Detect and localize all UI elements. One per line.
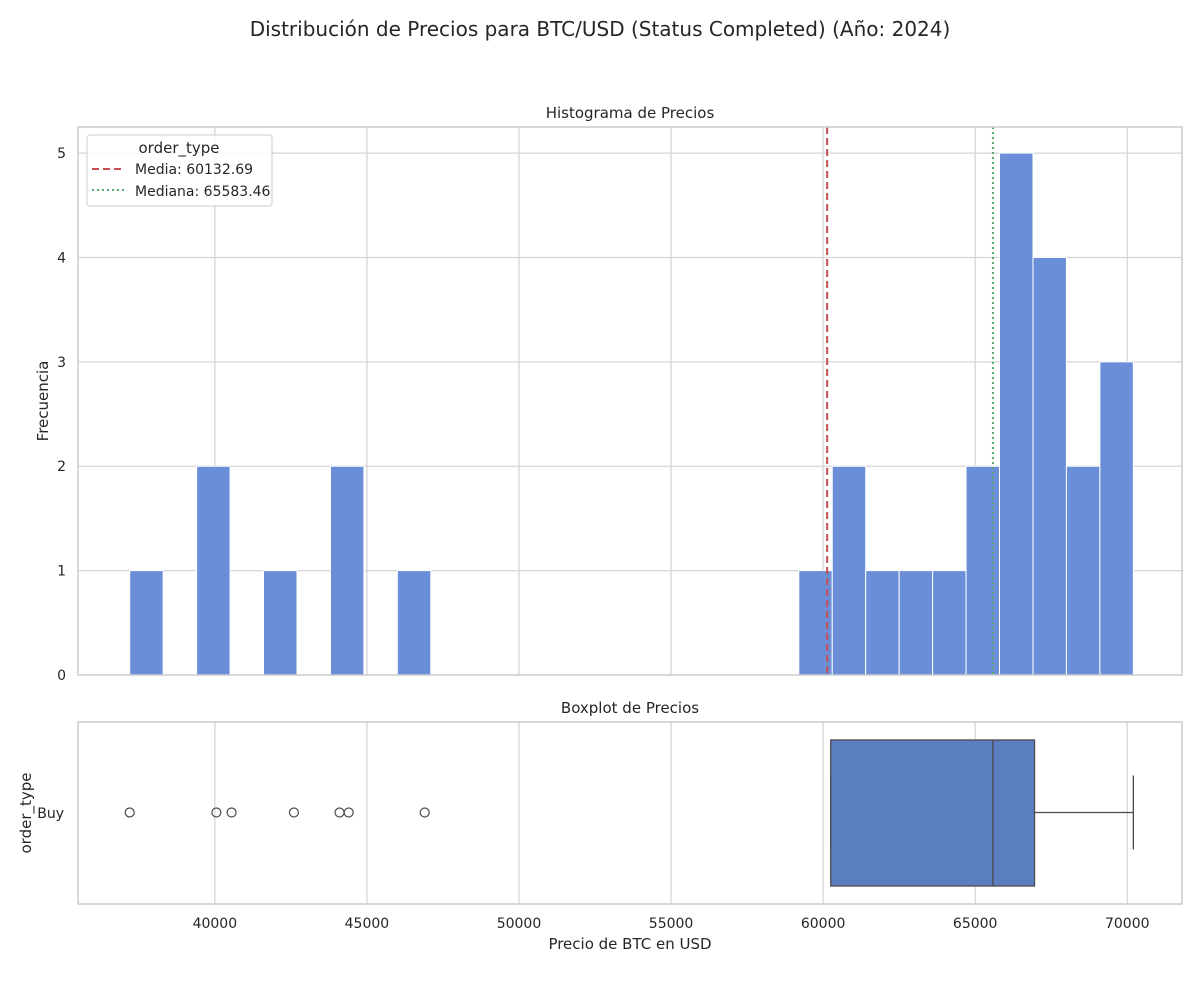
histogram-bar [831, 465, 867, 676]
legend-box [86, 134, 273, 207]
x-tick-label: 50000 [497, 916, 542, 932]
boxplot-outlier [211, 807, 222, 818]
boxplot-outlier [124, 807, 135, 818]
x-tick-label: 55000 [649, 916, 694, 932]
boxplot-outlier [419, 807, 430, 818]
histogram-bar [329, 465, 365, 676]
boxplot-outlier [288, 807, 300, 818]
histogram-frame [77, 126, 1183, 676]
boxplot-outlier [226, 807, 237, 818]
x-tick-label: 60000 [801, 916, 846, 932]
histogram-bar [396, 570, 432, 676]
histogram-bar [1032, 256, 1067, 676]
histogram-y-tick-label: 2 [57, 459, 66, 475]
histogram-bars [129, 152, 1134, 676]
boxplot-x-ticks: 40000 45000 50000 55000 60000 65000 70000 [193, 916, 1150, 932]
histogram-reference-lines [826, 127, 994, 675]
legend-median-label: Mediana: 65583.46 [135, 184, 271, 200]
histogram-bar [196, 465, 231, 676]
histogram-bar [865, 570, 900, 676]
histogram-bar [999, 152, 1034, 676]
legend-title: order_type [138, 139, 219, 158]
histogram-bar [129, 570, 164, 676]
histogram-y-tick-label: 4 [57, 250, 66, 266]
boxplot-category-label: Buy [37, 806, 64, 822]
x-tick-label: 45000 [345, 916, 390, 932]
histogram-bar [965, 465, 1001, 676]
boxplot-x-axis-label: Precio de BTC en USD [548, 935, 711, 953]
boxplot-marks [124, 739, 1134, 887]
x-tick-label: 65000 [953, 916, 998, 932]
boxplot-box [830, 739, 1036, 887]
boxplot-panel: Boxplot de Precios 40000 45000 50000 55000 6… [17, 699, 1183, 953]
figure-title: Distribución de Precios para BTC/USD (St… [250, 17, 951, 41]
legend-mean-label: Media: 60132.69 [135, 162, 253, 178]
histogram-bar [1099, 361, 1134, 676]
histogram-y-tick-label: 3 [57, 355, 66, 371]
histogram-y-tick-label: 0 [57, 668, 66, 684]
histogram-bar [263, 570, 298, 676]
legend: order_type Media: 60132.69 Mediana: 6558… [86, 134, 273, 207]
histogram-y-axis-label: Frecuencia [34, 361, 52, 442]
histogram-title: Histograma de Precios [546, 104, 715, 122]
histogram-y-ticks: 0 1 2 3 4 5 [57, 146, 66, 684]
boxplot-y-axis-label: order_type [17, 772, 36, 853]
histogram-grid [78, 127, 1182, 675]
histogram-y-tick-label: 5 [57, 146, 66, 162]
histogram-bar [898, 570, 934, 676]
boxplot-title: Boxplot de Precios [561, 699, 699, 717]
x-tick-label: 70000 [1105, 916, 1150, 932]
histogram-bar [932, 570, 967, 676]
histogram-y-tick-label: 1 [57, 564, 66, 580]
boxplot-outlier [343, 807, 354, 818]
histogram-bar [1065, 465, 1101, 676]
x-tick-label: 40000 [193, 916, 238, 932]
boxplot-frame [77, 721, 1183, 905]
